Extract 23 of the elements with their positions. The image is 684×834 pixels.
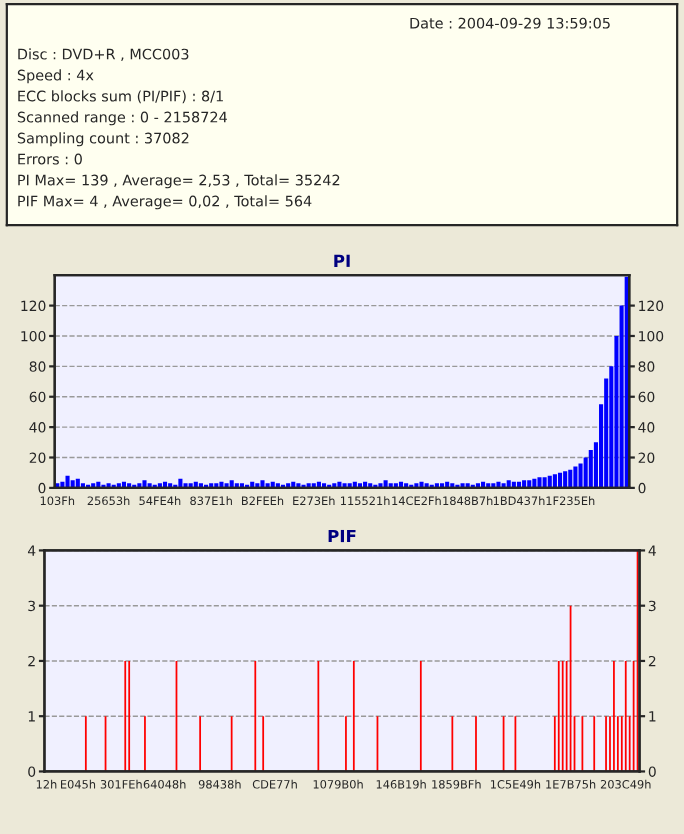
chart-title: PI — [334, 254, 350, 267]
bar — [537, 477, 542, 488]
bar — [557, 472, 563, 488]
bar — [383, 480, 388, 488]
bar — [573, 466, 578, 488]
bar — [522, 480, 527, 488]
bar — [229, 480, 234, 488]
bar — [588, 449, 593, 488]
bar — [496, 481, 501, 488]
bar — [552, 474, 557, 488]
bar — [419, 481, 424, 488]
bar — [527, 480, 532, 488]
bar — [70, 480, 75, 488]
bar — [563, 471, 568, 488]
bar — [506, 480, 511, 488]
bar — [542, 477, 547, 488]
bar — [578, 463, 583, 488]
chart-title: PIF — [328, 529, 356, 543]
bar — [583, 457, 588, 488]
bar — [142, 480, 147, 488]
bar — [65, 475, 70, 488]
bar — [568, 469, 573, 488]
bar — [260, 480, 265, 488]
